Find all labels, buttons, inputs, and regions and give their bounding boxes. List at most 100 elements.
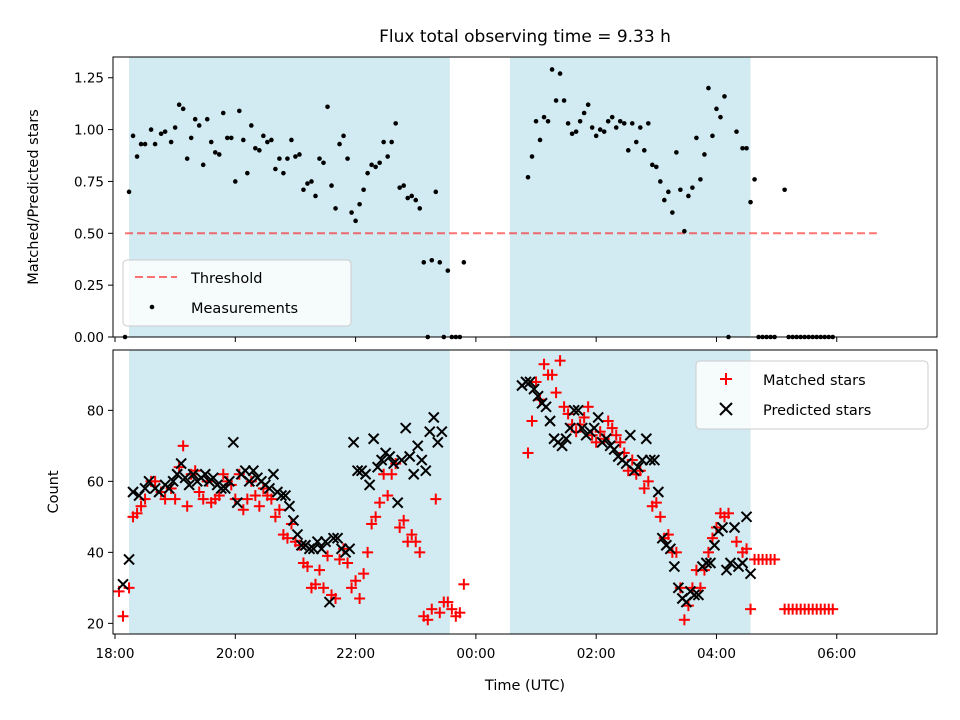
matched-point (430, 493, 442, 505)
matched-point (582, 401, 594, 413)
predicted-point (736, 557, 749, 569)
measurement-point (357, 201, 362, 207)
predicted-point (117, 578, 129, 591)
measurement-point (130, 133, 136, 139)
measurement-point (718, 114, 723, 120)
measurement-point (293, 154, 298, 159)
matched-point (706, 532, 718, 544)
matched-point (265, 493, 277, 505)
predicted-point (179, 472, 191, 484)
predicted-point (227, 436, 239, 449)
predicted-point (716, 521, 729, 534)
predicted-point (528, 383, 540, 395)
predicted-point (287, 514, 300, 527)
measurement-point (317, 156, 322, 161)
bottom-y-ticks: 20 40 60 80 (87, 403, 113, 632)
matched-point (745, 603, 757, 615)
matched-point (366, 518, 378, 530)
measurement-point (625, 148, 631, 153)
measurement-point (148, 127, 154, 132)
measurement-point (341, 133, 346, 139)
measurement-point (289, 137, 294, 143)
matched-point (197, 493, 209, 505)
matched-point (446, 603, 458, 615)
matched-point (322, 550, 334, 562)
measurement-point (617, 118, 623, 124)
predicted-point (351, 464, 364, 477)
measurement-point (281, 170, 286, 176)
bottom-xlabel: Time (UTC) (484, 678, 565, 694)
matched-point (554, 355, 566, 367)
predicted-point (564, 422, 576, 434)
predicted-point (744, 567, 757, 580)
predicted-point (540, 401, 552, 413)
matched-point (741, 543, 753, 555)
measurement-point (257, 148, 262, 153)
matched-point (702, 546, 714, 558)
matched-point (654, 511, 666, 523)
predicted-point (692, 589, 705, 601)
predicted-point (600, 433, 612, 445)
matched-point (534, 394, 546, 406)
measurement-point (734, 129, 739, 134)
matched-point (598, 433, 610, 445)
measurement-point (397, 185, 402, 190)
top-legend-box (122, 259, 352, 327)
matched-point (237, 504, 249, 516)
x-tick-label: 20:00 (216, 646, 255, 662)
measurement-point (152, 141, 158, 147)
measurement-point (782, 187, 787, 193)
legend-matched-swatch (720, 373, 732, 385)
matched-point (434, 607, 446, 619)
top-ylabel: Matched/Predicted stars (26, 109, 42, 285)
measurement-point (461, 260, 467, 265)
matched-point (358, 568, 370, 580)
measurement-point (589, 125, 595, 130)
bottom-legend: Matched stars Predicted stars (695, 360, 929, 430)
predicted-point (724, 557, 737, 569)
measurement-point (301, 187, 306, 193)
measurement-point (265, 139, 270, 145)
matched-point (458, 578, 470, 590)
measurement-point (413, 197, 419, 203)
matched-point (241, 493, 253, 505)
matched-point (454, 607, 466, 619)
matched-point (249, 490, 261, 502)
measurement-point (321, 160, 326, 166)
measurement-point (333, 206, 338, 211)
measurement-point (134, 154, 140, 159)
measurement-point (744, 145, 749, 151)
matched-point (273, 504, 285, 516)
predicted-point (592, 411, 604, 424)
predicted-point (383, 450, 396, 463)
measurement-point (654, 164, 659, 170)
measurement-point (361, 187, 366, 193)
measurement-point (353, 218, 358, 224)
matched-point (314, 564, 326, 576)
y-tick-label: 0.00 (74, 330, 104, 346)
measurement-point (269, 137, 274, 143)
matched-point (229, 493, 241, 505)
predicted-point (391, 496, 404, 509)
matched-point (398, 514, 410, 526)
predicted-point (367, 433, 380, 445)
predicted-point (247, 464, 260, 477)
predicted-point (720, 564, 733, 576)
measurement-point (212, 150, 218, 155)
matched-point (394, 522, 406, 533)
measurement-point (385, 154, 390, 159)
measurement-point (184, 156, 190, 161)
matched-point (406, 529, 418, 541)
measurement-point (345, 156, 350, 161)
x-tick-label: 00:00 (456, 646, 495, 662)
matched-point (414, 546, 426, 558)
top-axes-frame (112, 56, 938, 338)
measurement-point (541, 114, 547, 120)
measurement-point (714, 106, 719, 112)
predicted-point (363, 479, 376, 491)
predicted-point (556, 440, 568, 452)
measurement-point (529, 154, 535, 159)
measurement-point (261, 133, 266, 139)
predicted-point (624, 429, 636, 441)
predicted-point (291, 528, 304, 541)
